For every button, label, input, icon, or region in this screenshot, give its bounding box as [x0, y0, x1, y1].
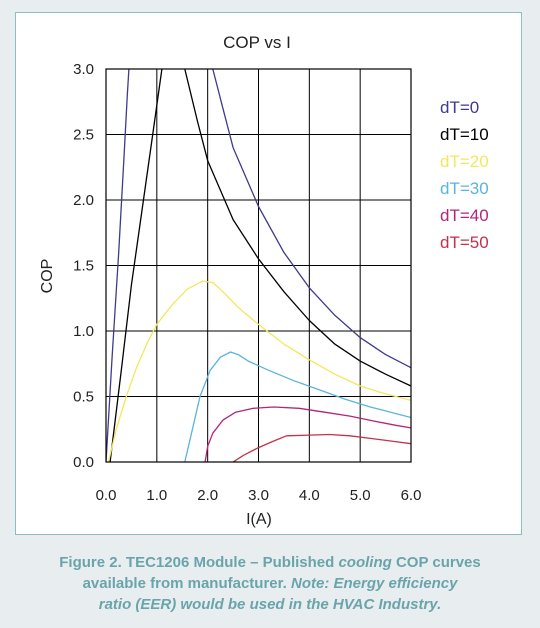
- x-tick-label: 6.0: [401, 487, 422, 504]
- y-tick-label: 0.5: [73, 389, 94, 406]
- legend-entry: dT=0: [440, 98, 479, 117]
- caption-italic-text: ratio (EER) would be used in the HVAC In…: [98, 596, 442, 613]
- series-line-dt-10: [184, 69, 411, 387]
- x-tick-label: 2.0: [197, 487, 218, 504]
- plot-border: [105, 68, 412, 463]
- chart-title: COP vs I: [223, 33, 291, 52]
- caption-italic-text: cooling: [338, 554, 392, 571]
- y-tick-label: 2.5: [73, 127, 94, 144]
- series-line-dt-30: [184, 351, 411, 462]
- y-tick-label: 2.0: [73, 192, 94, 209]
- x-tick-label: 3.0: [248, 487, 269, 504]
- x-tick-label: 4.0: [299, 487, 320, 504]
- legend-entry: dT=50: [440, 233, 489, 252]
- y-tick-label: 0.0: [73, 454, 94, 471]
- caption-line-1: Figure 2. TEC1206 Module – Published coo…: [20, 552, 520, 573]
- series-line-dt-40: [204, 406, 411, 462]
- y-tick-label: 1.5: [73, 258, 94, 275]
- figure-panel: [15, 12, 522, 535]
- series-line-dt-50: [232, 433, 411, 462]
- figure-caption: Figure 2. TEC1206 Module – Published coo…: [20, 552, 520, 615]
- grid: [105, 68, 412, 463]
- x-axis-label: I(A): [246, 511, 272, 528]
- legend-entry: dT=20: [440, 152, 489, 171]
- series-line-dt-0: [212, 69, 411, 369]
- x-tick-label: 0.0: [96, 487, 117, 504]
- legend-entry: dT=10: [440, 125, 489, 144]
- series-line-dt-0: [106, 69, 130, 462]
- y-axis-label: COP: [39, 259, 56, 294]
- tick-labels: 0.0 1.0 2.0 3.0 4.0 5.0 6.0 0.0 0.5 1.0 1.5 2.0 2.5 3…: [73, 61, 421, 504]
- y-tick-label: 3.0: [73, 61, 94, 78]
- cop-vs-current-chart: COP vs I COP I(A) 0.0 1.0 2.0 3.0 4.0 5.0 6.00…: [39, 33, 489, 528]
- legend-entry: dT=30: [440, 179, 489, 198]
- legend-entry: dT=40: [440, 206, 489, 225]
- y-tick-label: 1.0: [73, 323, 94, 340]
- legend: dT=0 dT=10 dT=20 dT=30 dT=40 dT=50: [440, 98, 489, 252]
- caption-text: Figure 2. TEC1206 Module – Published: [59, 554, 339, 571]
- caption-line-2: available from manufacturer. Note: Energ…: [20, 573, 520, 594]
- caption-text: COP curves: [391, 554, 481, 571]
- series-layer: [106, 69, 411, 462]
- series-line-dt-10: [109, 69, 163, 462]
- caption-italic-text: Note: Energy efficiency: [290, 575, 458, 592]
- x-tick-label: 5.0: [350, 487, 371, 504]
- x-tick-label: 1.0: [146, 487, 167, 504]
- series-line-dt-20: [107, 280, 411, 462]
- caption-text: available from manufacturer.: [82, 575, 291, 592]
- caption-line-3: ratio (EER) would be used in the HVAC In…: [20, 594, 520, 615]
- plot-frame: [105, 68, 412, 463]
